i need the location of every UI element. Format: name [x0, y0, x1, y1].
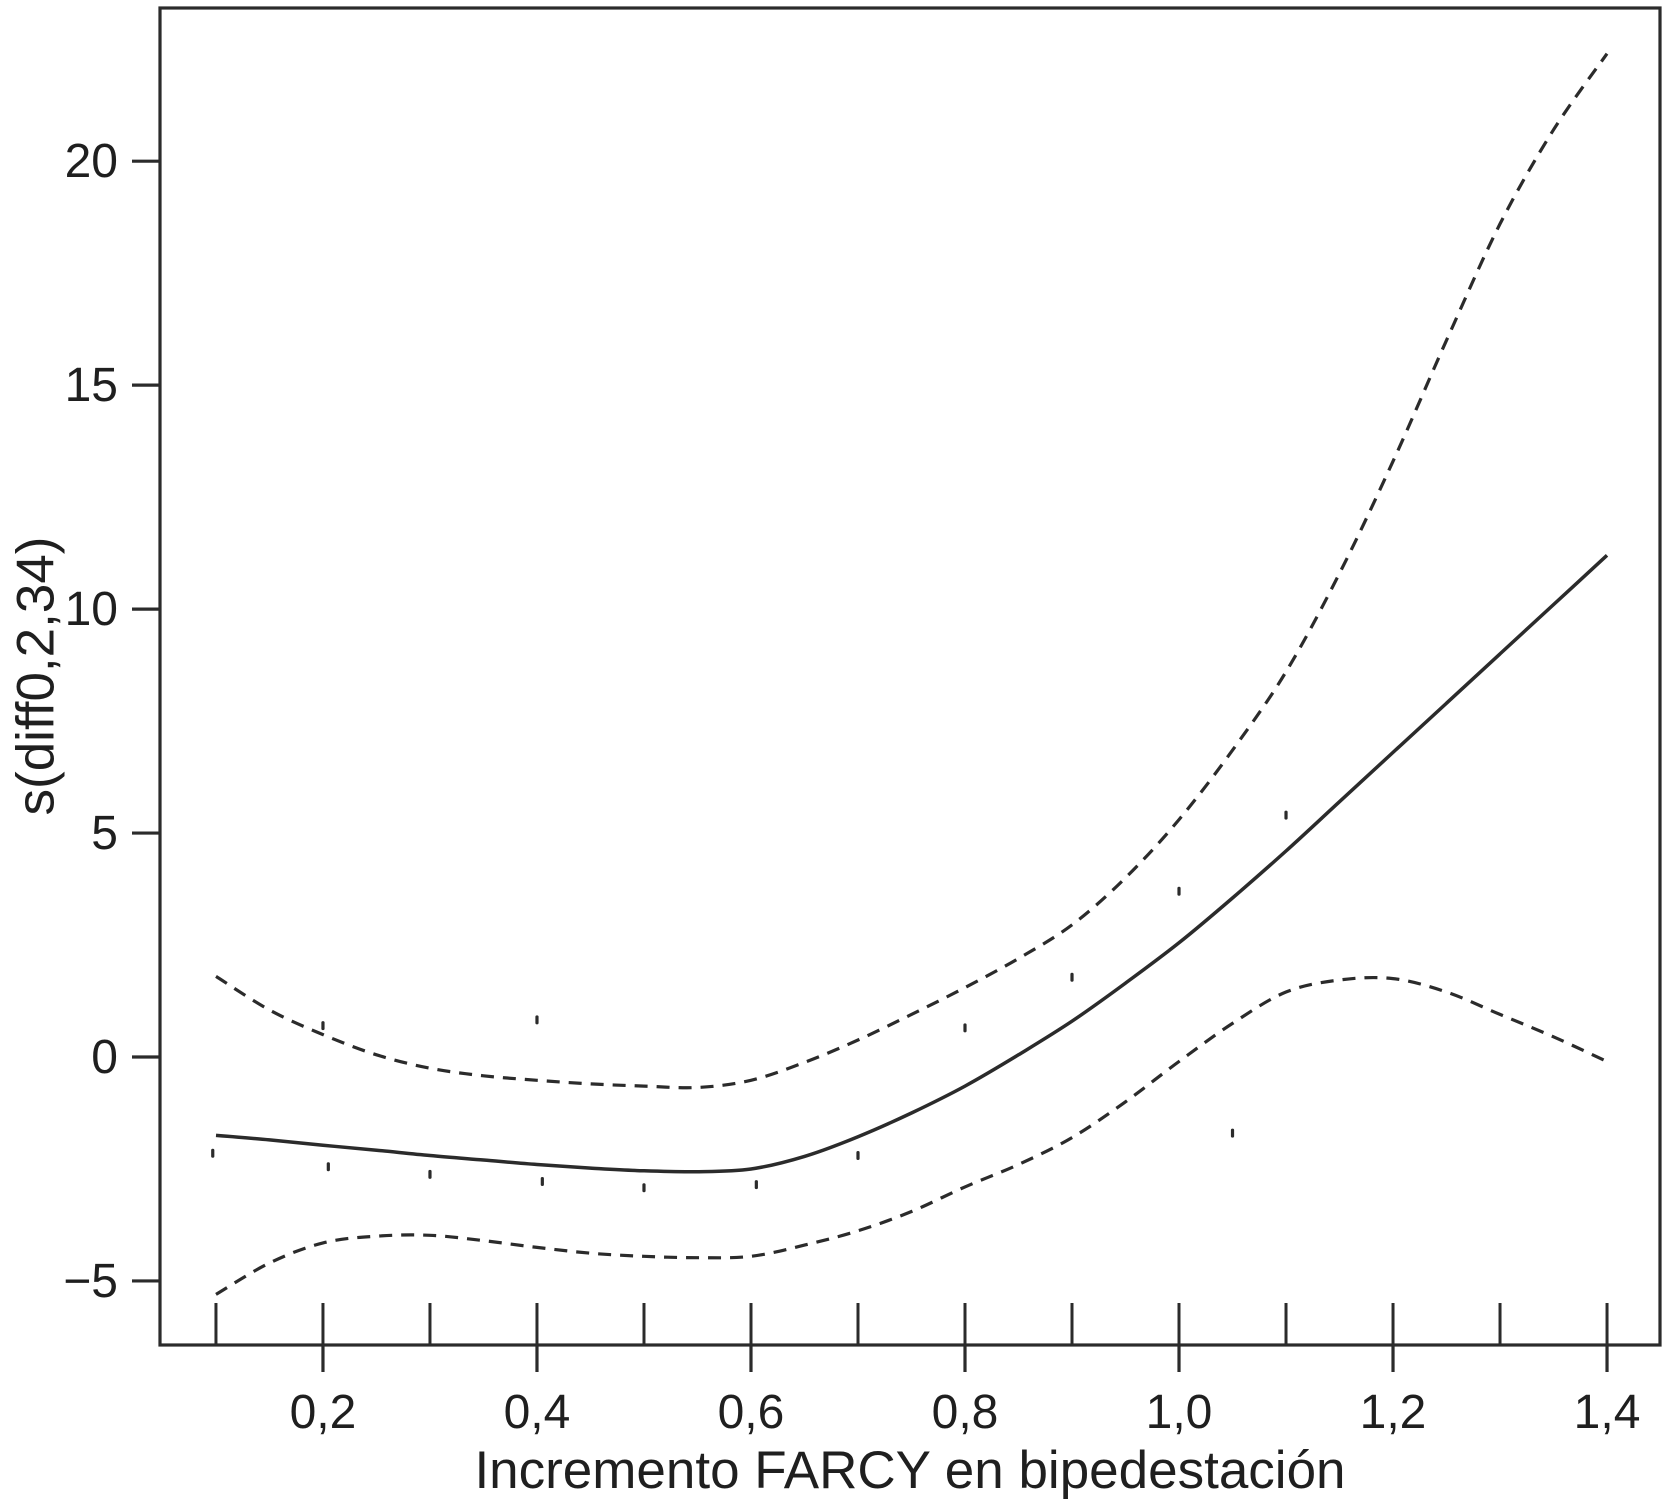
y-tick-label: 15	[65, 359, 118, 412]
x-tick-label: 1,4	[1574, 1386, 1641, 1439]
x-axis-label: Incremento FARCY en bipedestación	[474, 1441, 1346, 1500]
residual-dot	[535, 1015, 539, 1025]
residual-dot	[321, 1021, 325, 1031]
residual-dot	[754, 1180, 758, 1190]
x-tick-label: 1,2	[1360, 1386, 1427, 1439]
residual-dot	[1070, 972, 1074, 982]
x-tick-label: 0,8	[932, 1386, 999, 1439]
y-axis-label: s(diff0,2,34)	[6, 536, 66, 816]
y-tick-label: 20	[65, 135, 118, 188]
y-tick-label: 5	[91, 807, 118, 860]
y-tick-label: 10	[65, 583, 118, 636]
residual-dot	[963, 1023, 967, 1033]
x-tick-label: 0,4	[504, 1386, 571, 1439]
upper-ci-curve	[215, 52, 1609, 1090]
residual-dot	[642, 1183, 646, 1193]
smooth-curve	[215, 554, 1609, 1174]
residual-dot	[1230, 1128, 1235, 1138]
residual-dot	[540, 1177, 544, 1187]
y-tick-label: −5	[63, 1255, 118, 1308]
residual-dot	[211, 1148, 215, 1158]
lower-ci-curve	[215, 975, 1608, 1296]
residual-dot	[1284, 810, 1288, 820]
residual-dot	[326, 1162, 330, 1172]
x-tick-label: 1,0	[1146, 1386, 1213, 1439]
plot-frame	[158, 6, 1662, 1347]
x-tick-label: 0,6	[718, 1386, 785, 1439]
residual-dot	[428, 1169, 432, 1179]
x-tick-label: 0,2	[290, 1386, 357, 1439]
y-tick-label: 0	[91, 1031, 118, 1084]
residual-dot	[856, 1151, 860, 1161]
residual-dot	[1177, 886, 1181, 896]
